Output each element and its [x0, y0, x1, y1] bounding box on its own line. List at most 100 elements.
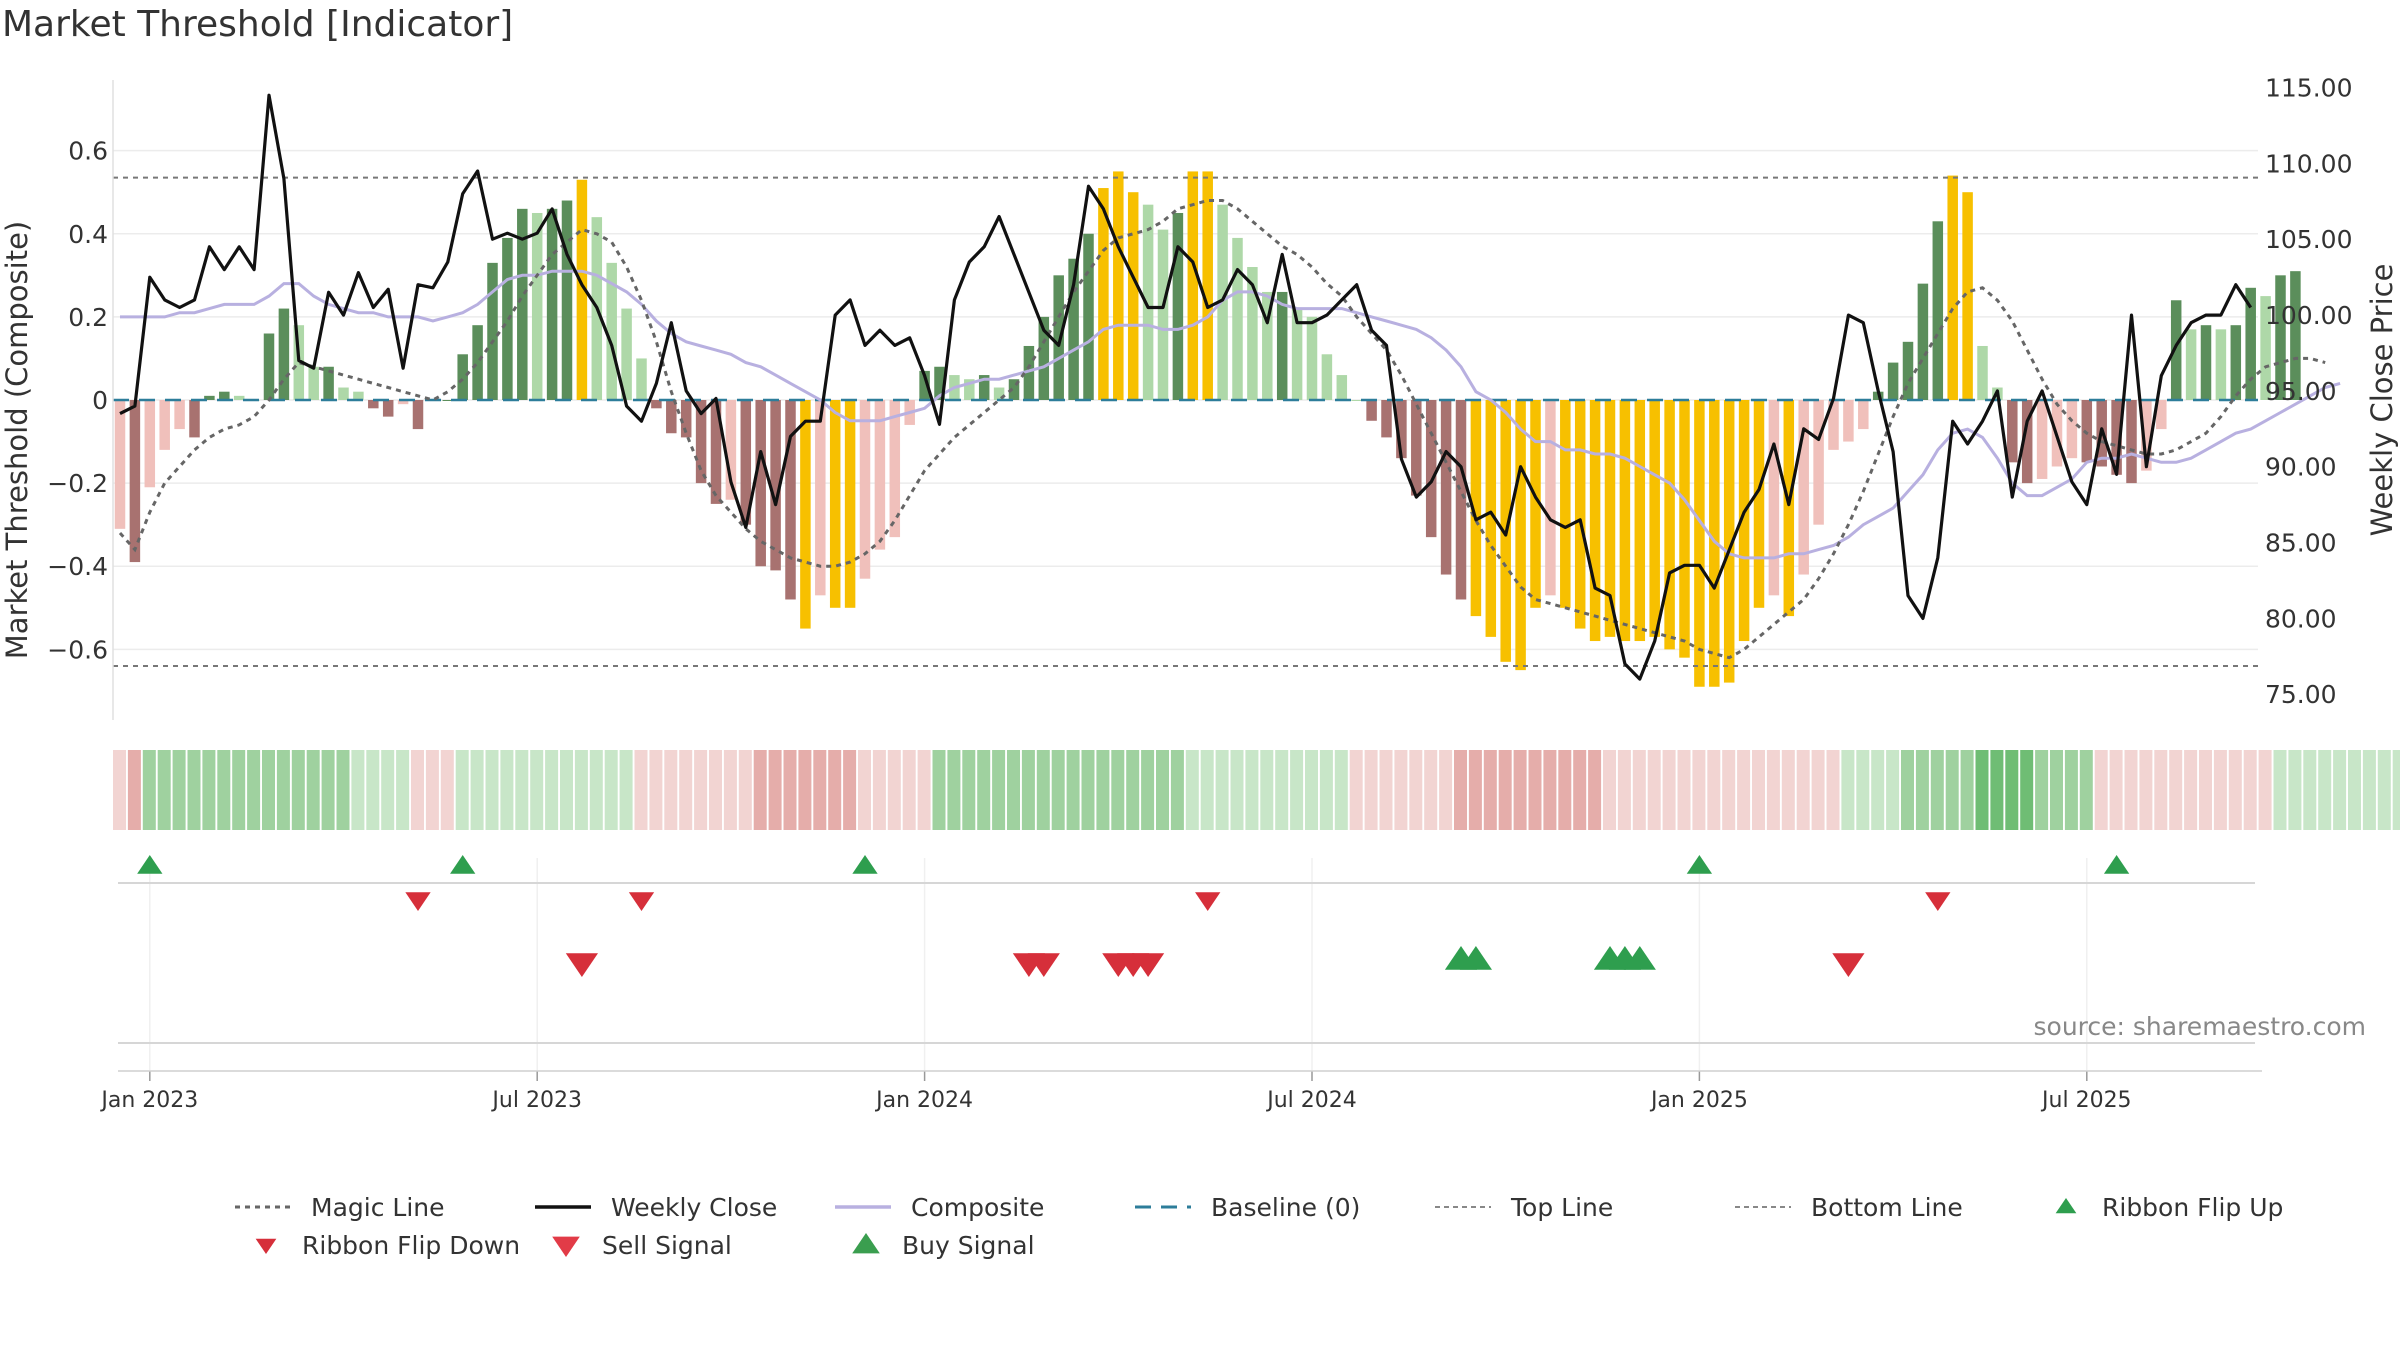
composite-bar: [1381, 400, 1392, 438]
composite-bar: [517, 208, 528, 400]
composite-bar: [1962, 192, 1973, 400]
composite-bar: [874, 400, 886, 550]
composite-bar: [844, 400, 856, 608]
ribbon-flip-down-marker: [405, 892, 431, 911]
composite-bar: [1157, 229, 1169, 400]
ribbon-cell: [902, 750, 916, 830]
ribbon-cell: [1930, 750, 1944, 830]
composite-bar: [978, 375, 990, 400]
composite-bar: [934, 366, 945, 400]
ribbon-cell: [2258, 750, 2272, 830]
y-left-tick-label: 0.2: [68, 303, 108, 332]
x-tick-label: Jan 2024: [874, 1088, 973, 1113]
sell-signal-marker: [1832, 953, 1865, 977]
y-right-tick-label: 95.00: [2265, 377, 2337, 406]
y-left-tick-label: −0.4: [47, 552, 108, 581]
composite-bar: [770, 400, 781, 571]
ribbon-cell: [1975, 750, 1989, 830]
ribbon-cell: [1871, 750, 1885, 830]
ribbon-cell: [1513, 750, 1527, 830]
ribbon-cell: [1260, 750, 1274, 830]
composite-bar: [666, 400, 677, 434]
composite-bar: [1023, 345, 1035, 400]
composite-bar: [829, 400, 841, 608]
ribbon-cell: [455, 750, 469, 830]
ribbon-cell: [1021, 750, 1035, 830]
ribbon-cell: [217, 750, 231, 830]
legend-label-flipdown: Ribbon Flip Down: [302, 1230, 521, 1260]
axes: 0.6 0.4 0.2 0 −0.2 −0.4 −0.6 115.00 110.00 105.00…: [47, 74, 2352, 1113]
composite-bar: [2007, 400, 2018, 463]
composite-bar: [338, 387, 349, 400]
ribbon-cell: [887, 750, 901, 830]
composite-bar: [114, 400, 126, 529]
ribbon-cell: [619, 750, 633, 830]
composite-bar: [457, 354, 468, 400]
ribbon-cell: [1111, 750, 1125, 830]
composite-bar: [546, 208, 558, 400]
ribbon-cell: [1856, 750, 1870, 830]
ribbon-cell: [798, 750, 812, 830]
ribbon-cell: [2124, 750, 2138, 830]
ribbon-cell: [1081, 750, 1095, 830]
composite-bar: [859, 400, 871, 579]
composite-bar: [740, 400, 752, 525]
composite-bar: [1798, 400, 1809, 575]
ribbon-cell: [530, 750, 544, 830]
legend-label-baseline: Baseline (0): [1211, 1192, 1361, 1222]
composite-bar: [1068, 258, 1079, 400]
composite-bar: [1753, 400, 1765, 608]
buy-signal-marker: [1459, 946, 1492, 970]
legend-swatch-bottom: [1735, 1206, 1791, 1208]
ribbon-cell: [1588, 750, 1602, 830]
chart-title: Market Threshold [Indicator]: [2, 4, 514, 45]
composite-bar: [1291, 308, 1303, 400]
ribbon-cell: [276, 750, 290, 830]
composite-bar: [1545, 400, 1556, 596]
ribbon-cell: [485, 750, 499, 830]
y-right-tick-label: 110.00: [2265, 149, 2352, 178]
ribbon-cell: [2213, 750, 2227, 830]
ribbon-cell: [1200, 750, 1214, 830]
ribbon-cell: [1692, 750, 1706, 830]
composite-bar: [219, 391, 230, 400]
composite-bar: [1411, 400, 1422, 496]
ribbon-cell: [2303, 750, 2317, 830]
y-right-tick-label: 100.00: [2265, 301, 2352, 330]
ribbon-cell: [1722, 750, 1736, 830]
ribbon-cell: [366, 750, 380, 830]
ribbon-cell: [187, 750, 201, 830]
ribbon-cell: [2169, 750, 2183, 830]
composite-bar: [293, 325, 305, 400]
ribbon-cell: [2184, 750, 2198, 830]
ribbon-cell: [172, 750, 186, 830]
ribbon-cell: [500, 750, 514, 830]
ribbon-cell: [1573, 750, 1587, 830]
composite-bar: [2215, 329, 2227, 400]
ribbon-cell: [2199, 750, 2212, 830]
ribbon-cell: [1185, 750, 1199, 830]
composite-bar: [2081, 400, 2093, 463]
ribbon-cell: [1394, 750, 1408, 830]
composite-bar: [964, 379, 975, 400]
ribbon-cell: [1036, 750, 1050, 830]
y-right-tick-label: 115.00: [2265, 74, 2352, 103]
ribbon-cell: [828, 750, 842, 830]
legend-item-buy: Buy Signal: [850, 1228, 1035, 1262]
composite-bar: [2185, 329, 2197, 400]
y-right-tick-label: 75.00: [2265, 680, 2337, 709]
composite-bar: [1947, 175, 1958, 400]
ribbon-cell: [1990, 750, 2004, 830]
ribbon-cell: [768, 750, 782, 830]
composite-bar: [1366, 400, 1377, 421]
composite-bar: [2036, 400, 2048, 479]
composite-bar: [1336, 375, 1348, 400]
buy-signal-marker: [1623, 946, 1656, 970]
composite-bar: [2290, 271, 2301, 400]
composite-bar: [1932, 221, 1944, 400]
x-tick-label: Jan 2023: [99, 1088, 198, 1113]
ribbon-cell: [2109, 750, 2123, 830]
weekly-close-line: [119, 93, 2253, 681]
ribbon-cell: [1424, 750, 1438, 830]
composite-bar: [189, 400, 200, 438]
